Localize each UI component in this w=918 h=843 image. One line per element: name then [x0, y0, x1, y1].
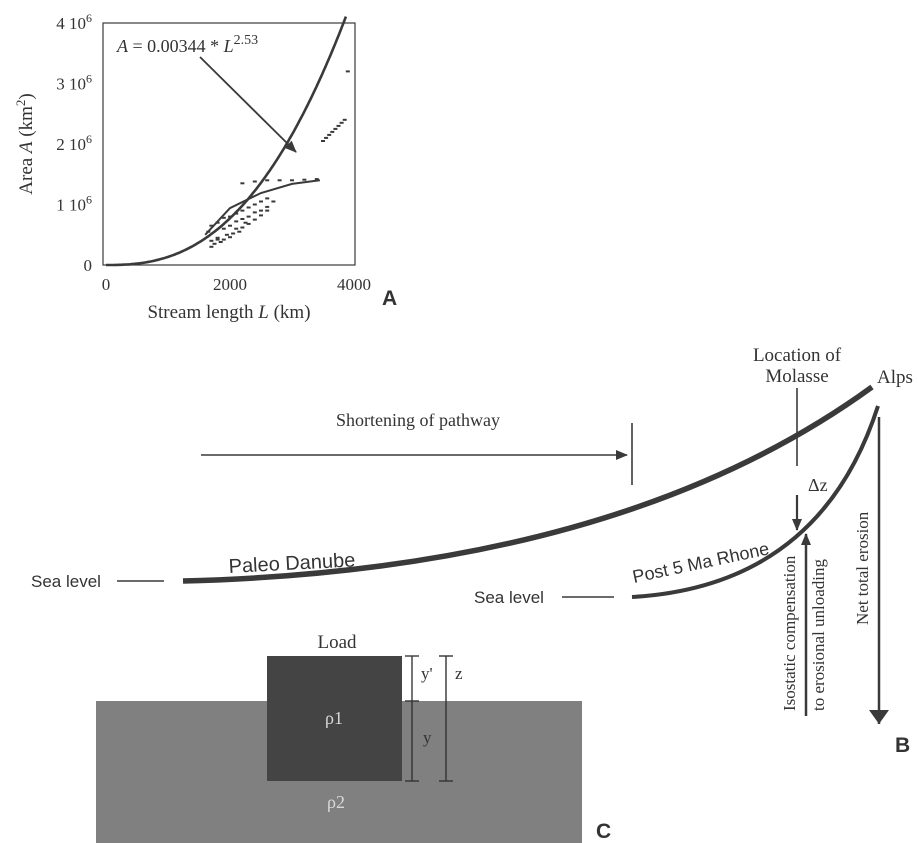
- panel-b: Location of Molasse Alps Shortening of p…: [31, 345, 913, 757]
- data-point: [330, 130, 335, 133]
- plot-frame: [102, 22, 356, 266]
- y-tick-label: 0: [84, 256, 93, 275]
- shortening-label: Shortening of pathway: [336, 410, 500, 430]
- data-point: [215, 238, 220, 241]
- data-point: [237, 230, 242, 233]
- y-tick-label: 4 106: [56, 11, 92, 33]
- y-label: y: [423, 728, 432, 747]
- data-point: [228, 236, 232, 239]
- sea-level-label-left: Sea level: [31, 572, 101, 591]
- data-point: [345, 70, 350, 73]
- data-point: [240, 182, 245, 185]
- data-point: [240, 218, 245, 220]
- sea-level-label-right: Sea level: [474, 588, 544, 607]
- data-point: [327, 133, 332, 136]
- data-point: [259, 200, 263, 203]
- data-point: [339, 121, 344, 124]
- data-point: [277, 179, 282, 182]
- load-label: Load: [317, 632, 357, 653]
- data-point: [234, 212, 239, 215]
- data-point: [265, 205, 270, 208]
- y-tick-labels: 0 1 106 2 106 3 106 4 106: [56, 11, 92, 275]
- location-label-line1: Location of: [753, 345, 842, 366]
- location-label-line2: Molasse: [765, 366, 828, 387]
- rho2-label: ρ2: [327, 792, 345, 812]
- x-tick-labels: 0 2000 4000: [102, 275, 371, 294]
- data-point: [324, 136, 329, 139]
- data-point: [302, 178, 307, 181]
- z-label: z: [455, 664, 463, 683]
- isostatic-label-line2: to erosional unloading: [809, 558, 828, 711]
- data-point: [336, 124, 341, 127]
- data-point: [240, 209, 245, 212]
- x-tick-label: 4000: [337, 275, 371, 294]
- data-point: [246, 215, 251, 218]
- x-tick-label: 2000: [213, 275, 247, 294]
- net-erosion-label: Net total erosion: [853, 511, 872, 625]
- data-point: [234, 220, 239, 223]
- data-point: [246, 222, 251, 225]
- alps-label: Alps: [877, 367, 913, 388]
- data-point: [221, 227, 226, 230]
- fit-curve: [106, 16, 348, 267]
- rho1-label: ρ1: [325, 708, 343, 728]
- data-point: [218, 241, 223, 243]
- panel-c: Load ρ1 ρ2 y' y z C: [96, 632, 611, 843]
- data-point: [321, 140, 325, 142]
- data-point: [240, 226, 245, 229]
- y-prime-label: y': [421, 664, 433, 683]
- data-point: [265, 197, 270, 200]
- data-point: [209, 224, 214, 227]
- post-5ma-rhone-label: Post 5 Ma Rhone: [631, 538, 771, 586]
- secondary-curve: [204, 179, 321, 236]
- data-point: [228, 224, 232, 227]
- data-point: [314, 178, 319, 181]
- equation-pointer-arrow: [199, 56, 297, 153]
- data-point: [221, 216, 226, 219]
- data-point: [290, 179, 294, 182]
- load-block: [267, 656, 402, 781]
- data-point: [333, 127, 338, 130]
- data-point: [252, 203, 257, 206]
- data-point: [209, 245, 214, 248]
- plot-data: [106, 16, 350, 267]
- fit-equation: A = 0.00344 * L2.53: [116, 33, 258, 56]
- data-point: [212, 242, 217, 245]
- data-point: [206, 230, 211, 233]
- panel-label-a: A: [382, 287, 397, 310]
- data-point: [231, 232, 236, 235]
- data-point: [271, 200, 276, 203]
- data-point: [259, 209, 263, 212]
- x-tick-label: 0: [102, 275, 111, 294]
- post-5ma-rhone-profile: [631, 405, 880, 599]
- panel-label-b: B: [895, 734, 910, 757]
- data-point: [243, 221, 248, 224]
- isostatic-label-line1: Isostatic compensation: [780, 555, 799, 711]
- data-point: [252, 211, 257, 214]
- y-tick-label: 3 106: [56, 72, 92, 94]
- panel-label-c: C: [596, 820, 611, 843]
- data-point: [215, 221, 220, 224]
- y-tick-label: 1 106: [56, 193, 92, 215]
- data-point: [342, 118, 347, 121]
- data-point: [265, 179, 270, 182]
- data-point: [265, 209, 270, 212]
- data-point: [252, 180, 257, 183]
- y-tick-label: 2 106: [56, 132, 92, 154]
- x-axis-title: Stream length L (km): [147, 302, 310, 323]
- panel-a: 0 1 106 2 106 3 106 4 106 0 2000 4000 A = 0.00…: [13, 11, 397, 323]
- y-axis-title: Area A (km2): [13, 93, 37, 194]
- data-point: [209, 239, 214, 242]
- data-point: [228, 215, 232, 218]
- data-point: [224, 233, 229, 236]
- delta-z-label: Δz: [808, 475, 828, 495]
- data-point: [215, 236, 220, 239]
- data-point: [252, 218, 257, 221]
- data-point: [259, 214, 263, 217]
- data-point: [221, 238, 226, 241]
- data-point: [234, 227, 239, 230]
- data-point: [246, 206, 251, 209]
